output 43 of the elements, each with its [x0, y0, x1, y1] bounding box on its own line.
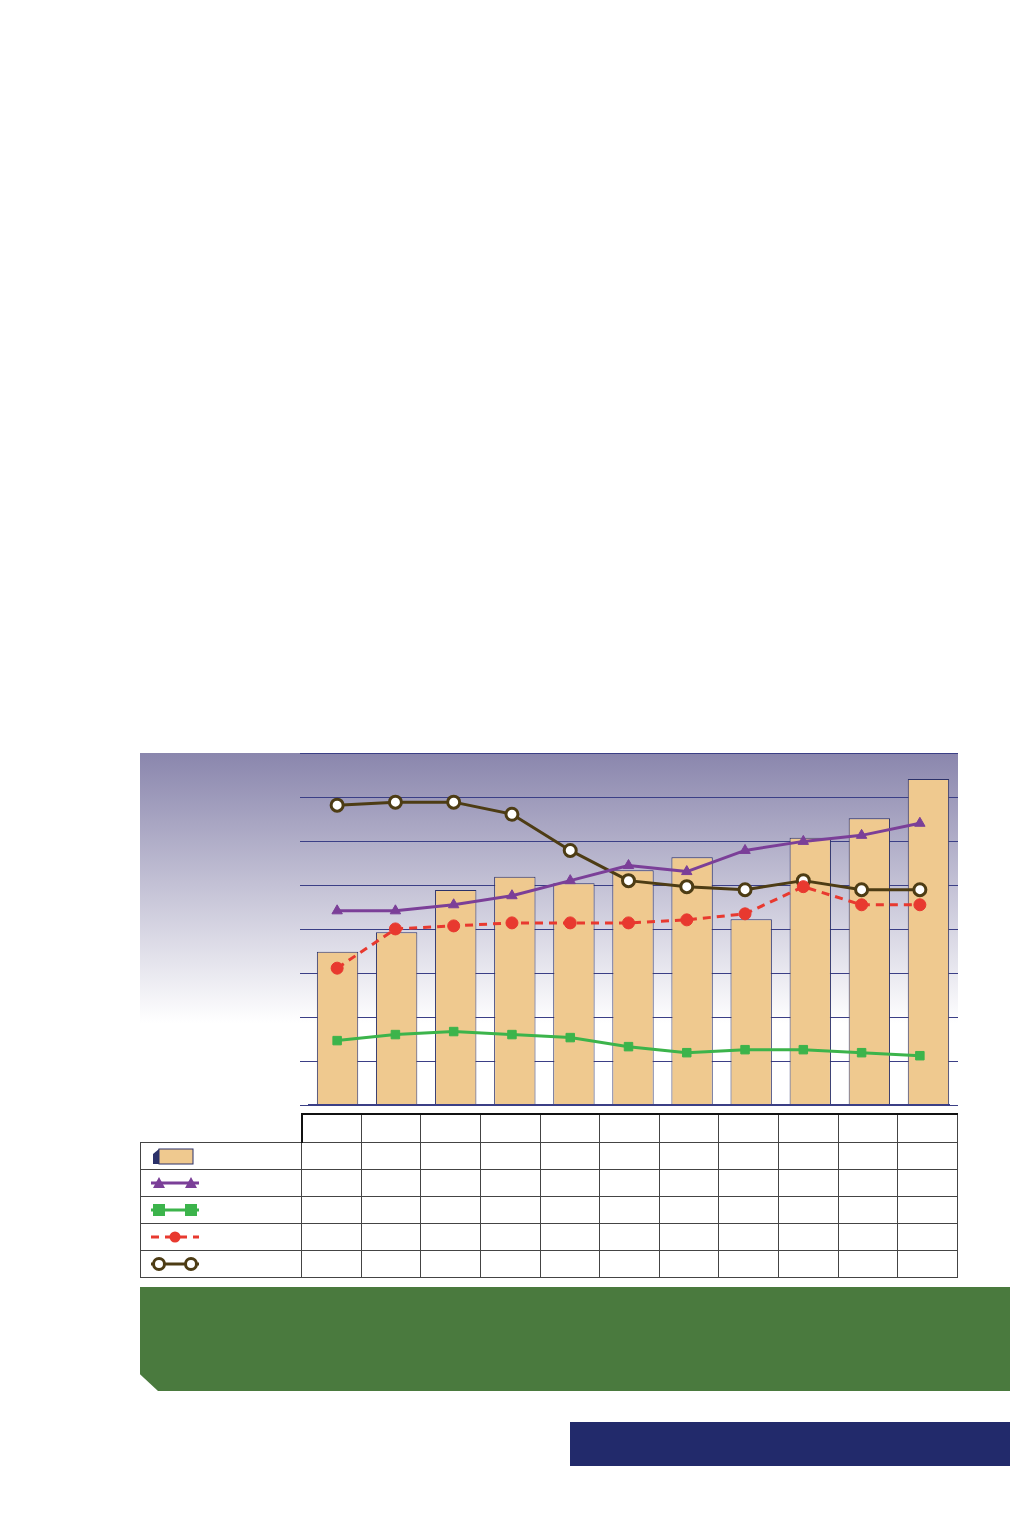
point	[387, 794, 403, 810]
point	[912, 882, 928, 898]
point	[505, 916, 519, 930]
point	[331, 904, 343, 915]
point	[682, 1047, 692, 1058]
point	[796, 880, 810, 894]
point	[330, 961, 344, 975]
point	[329, 797, 345, 813]
point	[854, 882, 870, 898]
point	[504, 806, 520, 822]
point	[740, 1044, 750, 1055]
point	[332, 1035, 342, 1046]
point	[622, 916, 635, 930]
point	[563, 916, 577, 930]
point	[798, 1044, 809, 1055]
point	[855, 828, 868, 839]
point	[913, 898, 927, 912]
point	[622, 859, 635, 870]
point	[915, 1050, 925, 1061]
point	[565, 1032, 575, 1043]
point	[562, 842, 578, 858]
point	[507, 1029, 517, 1040]
point	[737, 882, 753, 898]
point	[681, 865, 693, 876]
point	[564, 874, 576, 885]
point	[855, 898, 869, 912]
point	[680, 913, 694, 927]
point	[623, 1041, 634, 1052]
point	[447, 898, 460, 909]
point	[506, 889, 518, 900]
point	[739, 843, 751, 854]
point	[914, 816, 926, 827]
point	[738, 907, 752, 921]
point	[621, 873, 636, 889]
point	[390, 1029, 401, 1040]
point	[679, 879, 695, 895]
point	[856, 1047, 867, 1058]
point	[389, 904, 402, 915]
point	[797, 834, 810, 845]
point	[448, 1026, 459, 1037]
point	[388, 922, 402, 936]
point	[446, 794, 462, 810]
point	[447, 919, 461, 933]
